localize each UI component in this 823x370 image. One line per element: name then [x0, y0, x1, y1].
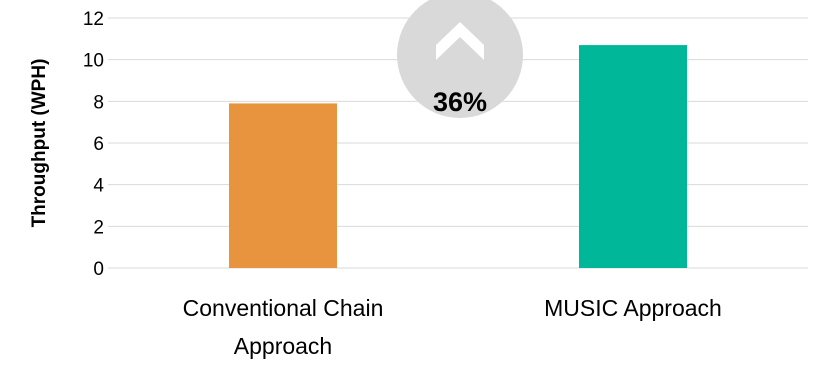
x-axis-categories: Conventional Chain Approach MUSIC Approach	[183, 295, 722, 359]
y-tick-label: 2	[93, 217, 104, 238]
bar	[229, 103, 337, 269]
y-axis-ticks: 0 2 4 6 8 10 12	[83, 9, 105, 280]
y-tick-label: 12	[83, 9, 104, 30]
annotation-badge: 36%	[397, 0, 523, 118]
y-tick-label: 8	[93, 92, 104, 113]
x-category-label: MUSIC Approach	[544, 295, 722, 321]
bars	[229, 45, 687, 269]
x-category-label: Conventional Chain	[183, 295, 384, 321]
annotation-label: 36%	[433, 87, 487, 117]
x-category-label: Approach	[234, 333, 332, 359]
y-tick-label: 6	[93, 134, 104, 155]
y-tick-label: 10	[83, 51, 104, 72]
chevron-up-icon	[436, 22, 484, 60]
badge-circle	[397, 0, 523, 118]
y-tick-label: 0	[93, 259, 104, 280]
y-axis-label: Throughput (WPH)	[29, 59, 50, 228]
bar	[579, 45, 687, 269]
y-tick-label: 4	[93, 176, 104, 197]
